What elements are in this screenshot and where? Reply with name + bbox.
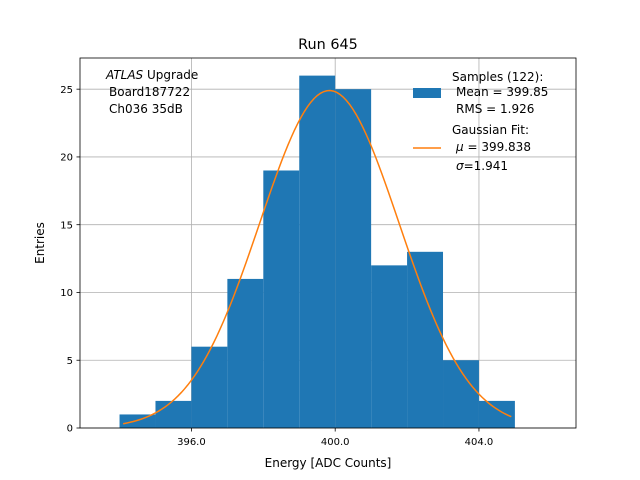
x-axis-label: Energy [ADC Counts] <box>265 456 392 470</box>
histogram-bar <box>263 170 300 428</box>
histogram-bar <box>191 346 228 428</box>
legend-fit-mu-value: = 399.838 <box>464 140 531 154</box>
y-tick-label: 10 <box>60 288 73 299</box>
svg-text:μ = 399.838: μ = 399.838 <box>455 140 531 154</box>
histogram-bar <box>227 278 264 428</box>
y-tick-label: 25 <box>60 85 73 96</box>
board-label: Board187722 <box>109 85 190 99</box>
legend-samples-title: Samples (122): <box>452 70 543 84</box>
legend-fit-title: Gaussian Fit: <box>452 123 529 137</box>
upgrade-label: Upgrade <box>143 68 198 82</box>
y-axis-label: Entries <box>33 222 47 264</box>
y-tick-label: 15 <box>60 220 73 231</box>
legend-samples-mean: Mean = 399.85 <box>456 85 548 99</box>
legend-samples-rms: RMS = 1.926 <box>456 102 534 116</box>
channel-label: Ch036 35dB <box>109 102 183 116</box>
axis-ticks: 396.0 400.0 404.0 0 5 10 15 20 25 <box>60 85 493 448</box>
legend-samples-swatch <box>413 88 441 98</box>
svg-text:σ=1.941: σ=1.941 <box>456 159 508 173</box>
x-tick-label: 400.0 <box>321 437 350 448</box>
y-tick-label: 0 <box>67 424 73 435</box>
histogram-bar <box>478 400 515 428</box>
histogram-bar <box>407 251 444 428</box>
x-tick-label: 404.0 <box>465 437 494 448</box>
legend-fit-sigma-symbol: σ <box>456 159 464 173</box>
plot-frame <box>79 57 577 429</box>
fit-curve <box>122 89 512 425</box>
y-tick-label: 20 <box>60 153 73 164</box>
chart-title: Run 645 <box>298 37 358 53</box>
atlas-label: ATLAS <box>105 68 144 82</box>
legend-fit-sigma-value: =1.941 <box>464 159 508 173</box>
atlas-annotation: ATLAS Upgrade Board187722 Ch036 35dB <box>105 68 198 116</box>
histogram-bar <box>371 265 408 428</box>
gaussian-fit <box>122 89 512 425</box>
svg-text:ATLAS Upgrade: ATLAS Upgrade <box>105 68 198 82</box>
histogram-bar <box>155 400 192 428</box>
legend-fit-mu-symbol: μ <box>455 140 464 154</box>
histogram-bar <box>299 75 336 428</box>
histogram-bar <box>119 414 156 428</box>
y-tick-label: 5 <box>67 356 73 367</box>
histogram-bar <box>335 89 372 429</box>
legend: Samples (122): Mean = 399.85 RMS = 1.926… <box>413 70 548 173</box>
x-tick-label: 396.0 <box>177 437 206 448</box>
